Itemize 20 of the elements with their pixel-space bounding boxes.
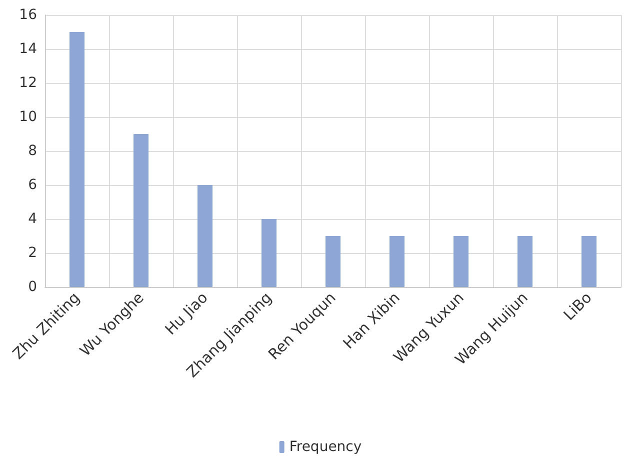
y-tick-label: 0 <box>28 279 37 295</box>
y-tick-label: 8 <box>28 143 37 159</box>
y-tick-label: 6 <box>28 177 38 193</box>
y-tick-label: 2 <box>28 245 37 261</box>
bar <box>134 134 148 287</box>
y-tick-label: 12 <box>19 75 37 91</box>
bar <box>198 185 212 287</box>
bar <box>70 32 84 287</box>
y-tick-label: 14 <box>19 41 38 57</box>
bar <box>518 236 532 287</box>
x-tick-label: LiBo <box>560 288 596 324</box>
bar <box>454 236 468 287</box>
y-tick-label: 16 <box>19 7 38 23</box>
y-tick-label: 4 <box>28 211 38 227</box>
bar <box>582 236 596 287</box>
bar <box>326 236 340 287</box>
y-tick-label: 10 <box>19 109 37 125</box>
bar <box>390 236 404 287</box>
bar <box>262 219 276 287</box>
legend-label: Frequency <box>289 439 362 455</box>
